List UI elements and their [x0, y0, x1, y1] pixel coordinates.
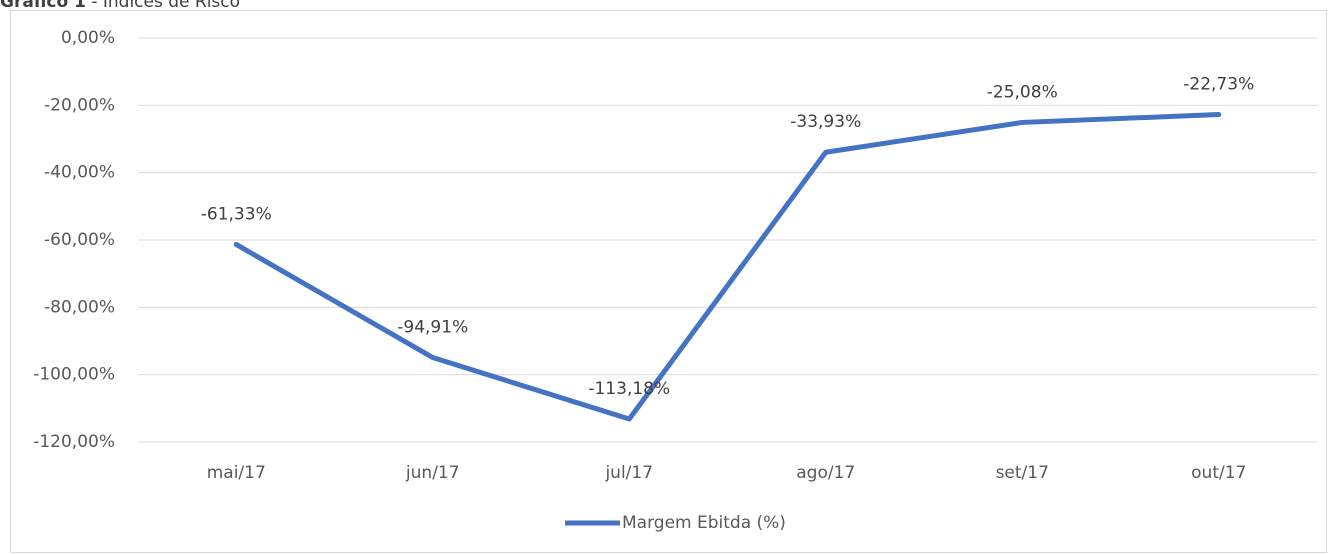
data-label: -61,33% [201, 204, 272, 224]
y-tick-label: -60,00% [44, 230, 115, 250]
y-tick-label: 0,00% [61, 28, 115, 48]
data-label: -94,91% [397, 318, 468, 338]
x-tick-label: set/17 [996, 463, 1049, 483]
x-tick-label: ago/17 [796, 463, 855, 483]
x-tick-label: jun/17 [405, 463, 460, 483]
x-tick-label: out/17 [1191, 463, 1246, 483]
chart-title: - Índices de Risco [91, 0, 240, 12]
chart-title-number: Gráfico 1 [0, 0, 86, 12]
x-tick-label: mai/17 [207, 463, 266, 483]
y-tick-label: -100,00% [33, 365, 115, 385]
data-label: -25,08% [987, 82, 1058, 102]
y-tick-label: -120,00% [33, 432, 115, 452]
chart-title-group: Gráfico 1 - Índices de Risco [0, 0, 240, 12]
chart-frame [10, 10, 1327, 553]
data-label: -113,18% [588, 379, 670, 399]
y-tick-label: -40,00% [44, 163, 115, 183]
x-tick-label: jul/17 [604, 463, 653, 483]
data-label: -33,93% [790, 112, 861, 132]
legend-label: Margem Ebitda (%) [622, 513, 786, 533]
y-tick-label: -80,00% [44, 297, 115, 317]
data-label: -22,73% [1183, 75, 1254, 95]
data-line [233, 112, 1222, 422]
y-tick-label: -20,00% [44, 95, 115, 115]
